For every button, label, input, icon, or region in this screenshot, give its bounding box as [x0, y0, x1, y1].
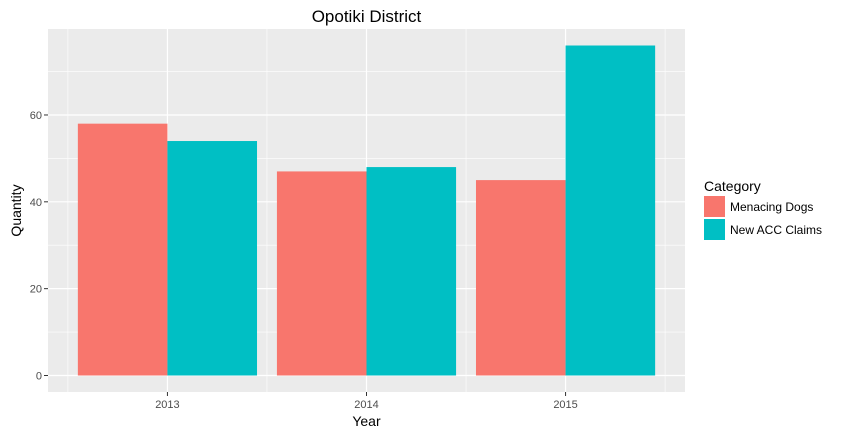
bar-new-acc-claims-2014	[366, 167, 457, 376]
legend-label-menacing-dogs: Menacing Dogs	[730, 200, 813, 214]
bar-new-acc-claims-2013	[167, 141, 258, 376]
bar-menacing-dogs-2015	[475, 180, 566, 376]
y-tick-label: 0	[36, 371, 42, 383]
bar-menacing-dogs-2014	[276, 171, 367, 376]
bars	[77, 45, 656, 376]
x-tick-label: 2014	[354, 399, 378, 411]
legend-key-new-acc-claims	[704, 219, 725, 240]
x-tick-label: 2015	[553, 399, 577, 411]
chart-title: Opotiki District	[312, 7, 422, 26]
legend: Category Menacing Dogs New ACC Claims	[704, 178, 822, 240]
y-tick-label: 40	[30, 197, 42, 209]
y-axis: 0 20 40 60	[30, 110, 48, 383]
x-axis: 2013 2014 2015	[155, 392, 578, 411]
x-axis-title: Year	[352, 413, 381, 429]
y-tick-label: 20	[30, 284, 42, 296]
legend-key-menacing-dogs	[704, 196, 725, 217]
bar-menacing-dogs-2013	[77, 123, 168, 376]
legend-title: Category	[704, 178, 761, 194]
bar-new-acc-claims-2015	[565, 45, 656, 376]
x-tick-label: 2013	[155, 399, 179, 411]
legend-label-new-acc-claims: New ACC Claims	[730, 223, 822, 237]
y-tick-label: 60	[30, 110, 42, 122]
y-axis-title: Quantity	[8, 184, 24, 236]
